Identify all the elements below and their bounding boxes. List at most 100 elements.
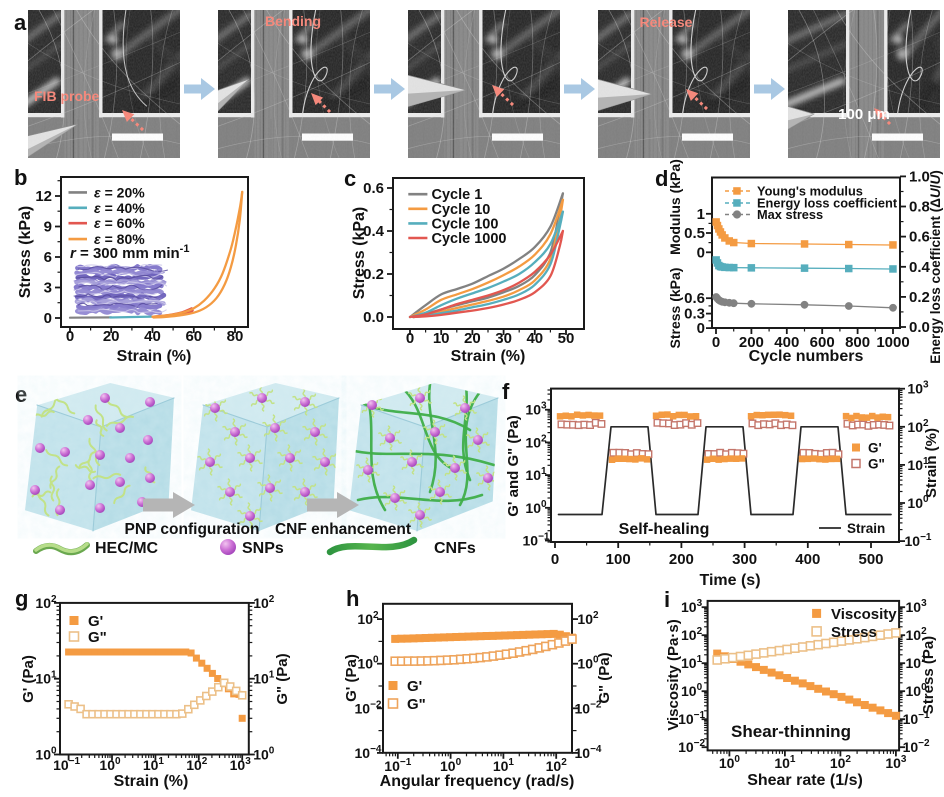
svg-text:Stress (kPa): Stress (kPa) [17, 206, 34, 299]
svg-text:Shear rate (1/s): Shear rate (1/s) [747, 772, 863, 789]
svg-text:500: 500 [858, 551, 883, 568]
svg-text:G': G' [868, 441, 882, 456]
svg-text:Stress (kPa): Stress (kPa) [667, 268, 683, 349]
svg-text:0.0: 0.0 [909, 319, 930, 336]
svg-text:g: g [15, 586, 28, 611]
svg-text:ε = 40%: ε = 40% [94, 200, 145, 216]
svg-text:12: 12 [35, 188, 52, 205]
svg-text:100 μm: 100 μm [838, 106, 890, 123]
svg-text:ε = 20%: ε = 20% [94, 184, 145, 200]
svg-text:G': G' [407, 678, 422, 695]
svg-text:Stress (Pa): Stress (Pa) [920, 636, 937, 714]
svg-text:Time (s): Time (s) [699, 572, 760, 589]
svg-text:CNFs: CNFs [434, 540, 476, 557]
svg-text:Strain (%): Strain (%) [117, 348, 192, 365]
svg-text:c: c [344, 166, 356, 191]
svg-text:CNF enhancement: CNF enhancement [275, 521, 411, 538]
svg-text:Energy loss coefficient: Energy loss coefficient [757, 196, 898, 211]
svg-text:Strain (%): Strain (%) [923, 428, 940, 498]
svg-text:400: 400 [774, 334, 799, 351]
svg-text:Self-healing: Self-healing [619, 521, 710, 538]
svg-text:G" (Pa): G" (Pa) [274, 653, 291, 704]
svg-text:0.8: 0.8 [909, 199, 930, 216]
svg-text:Cycle 1000: Cycle 1000 [432, 231, 507, 247]
svg-text:100: 100 [606, 551, 631, 568]
svg-text:ε = 60%: ε = 60% [94, 215, 145, 231]
svg-text:200: 200 [669, 551, 694, 568]
svg-text:Angular frequency (rad/s): Angular frequency (rad/s) [380, 773, 575, 790]
svg-text:G' and G" (Pa): G' and G" (Pa) [505, 415, 522, 517]
svg-text:G": G" [868, 457, 885, 472]
svg-text:PNP configuration: PNP configuration [125, 521, 260, 538]
svg-text:1000: 1000 [876, 334, 909, 351]
svg-text:0: 0 [712, 334, 720, 351]
svg-text:0.6: 0.6 [909, 229, 930, 246]
svg-text:0: 0 [697, 320, 705, 337]
svg-text:60: 60 [185, 328, 202, 345]
svg-text:HEC/MC: HEC/MC [95, 540, 159, 557]
svg-text:Cycle 1: Cycle 1 [432, 187, 483, 203]
svg-text:0.0: 0.0 [363, 309, 384, 326]
svg-text:0.4: 0.4 [363, 223, 385, 240]
svg-text:0.6: 0.6 [363, 180, 384, 197]
svg-text:G": G" [407, 696, 426, 713]
svg-text:0.2: 0.2 [909, 289, 930, 306]
svg-text:800: 800 [845, 334, 870, 351]
svg-text:0: 0 [406, 330, 414, 347]
svg-text:Stress (kPa): Stress (kPa) [351, 207, 368, 300]
svg-text:Stress: Stress [831, 624, 877, 641]
svg-text:0: 0 [551, 551, 559, 568]
svg-text:20: 20 [464, 330, 481, 347]
svg-text:0: 0 [44, 310, 52, 327]
svg-text:6: 6 [44, 249, 52, 266]
svg-text:Cycle 100: Cycle 100 [432, 216, 499, 232]
svg-text:Young's modulus: Young's modulus [757, 184, 863, 199]
svg-text:Cycle numbers: Cycle numbers [749, 348, 864, 365]
svg-text:1.0: 1.0 [909, 168, 930, 185]
svg-text:Strain (%): Strain (%) [114, 773, 189, 790]
svg-text:200: 200 [739, 334, 764, 351]
svg-text:0.6: 0.6 [684, 290, 705, 307]
svg-text:40: 40 [526, 330, 543, 347]
svg-text:Shear-thinning: Shear-thinning [731, 722, 851, 741]
svg-text:f: f [502, 379, 510, 404]
svg-text:Strain (%): Strain (%) [451, 348, 526, 365]
svg-text:h: h [346, 586, 359, 611]
svg-text:0: 0 [697, 244, 705, 261]
svg-text:20: 20 [103, 328, 120, 345]
svg-text:Max stress: Max stress [757, 207, 823, 222]
svg-text:0: 0 [66, 328, 74, 345]
svg-text:b: b [14, 165, 27, 190]
svg-text:G' (Pa): G' (Pa) [20, 655, 37, 703]
svg-text:10: 10 [433, 330, 450, 347]
svg-text:Bending: Bending [265, 13, 321, 29]
svg-text:G" (Pa): G" (Pa) [596, 652, 613, 703]
svg-text:50: 50 [558, 330, 575, 347]
svg-text:Viscosity (Pa·s): Viscosity (Pa·s) [665, 619, 682, 730]
svg-text:Cycle 10: Cycle 10 [432, 202, 491, 218]
svg-text:3: 3 [44, 280, 52, 297]
svg-text:Viscosity: Viscosity [831, 606, 897, 623]
svg-text:G': G' [88, 613, 103, 630]
svg-text:9: 9 [44, 219, 52, 236]
svg-text:300: 300 [732, 551, 757, 568]
svg-text:ε = 80%: ε = 80% [94, 231, 145, 247]
svg-text:a: a [14, 10, 27, 35]
svg-text:Modulus (kPa): Modulus (kPa) [667, 159, 683, 255]
svg-text:40: 40 [144, 328, 161, 345]
svg-text:d: d [655, 166, 668, 191]
svg-text:e: e [15, 382, 27, 407]
svg-text:30: 30 [495, 330, 512, 347]
svg-text:G": G" [88, 629, 107, 646]
svg-text:G' (Pa): G' (Pa) [343, 654, 360, 702]
svg-text:400: 400 [795, 551, 820, 568]
svg-text:FIB probe: FIB probe [34, 88, 100, 104]
svg-text:Strain: Strain [847, 521, 885, 536]
svg-text:80: 80 [227, 328, 244, 345]
svg-text:r = 300 mm min-1: r = 300 mm min-1 [70, 243, 189, 262]
svg-text:1: 1 [697, 206, 705, 223]
svg-text:0.5: 0.5 [684, 225, 705, 242]
svg-text:0.3: 0.3 [684, 306, 705, 323]
svg-text:i: i [664, 587, 670, 612]
svg-text:Energy loss coefficient (ΔU/U): Energy loss coefficient (ΔU/U) [928, 170, 943, 364]
